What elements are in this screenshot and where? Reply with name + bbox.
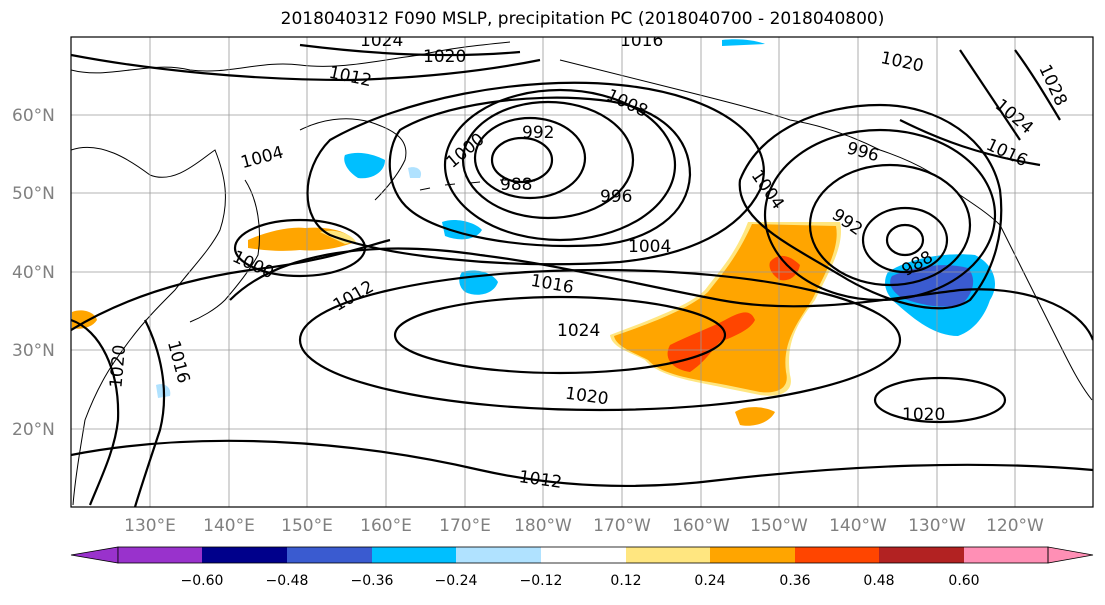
isobar-1004-west [388,96,692,248]
mslp-label: 1020 [106,344,130,389]
isobar-1016 [229,247,1093,341]
isobar-1004-east [738,103,1003,310]
isobar-992-west [473,116,587,200]
lon-label: 140°W [829,516,887,536]
lat-label: 40°N [12,263,55,283]
colorbar-tick-label: −0.48 [266,573,309,589]
mslp-isobars [71,43,1093,507]
mslp-label: 1004 [628,237,671,257]
lon-label: 170°E [439,516,491,536]
longitude-labels: 130°E 140°E 150°E 160°E 170°E 180°W 170°… [124,516,1044,536]
isobar-988-west [490,136,554,184]
colorbar-tick-label: 0.48 [863,573,894,589]
coast-northamerica [999,224,1093,401]
colorbar-segment [541,547,626,563]
isobar-1028-ne [1014,49,1061,121]
lon-label: 130°E [124,516,176,536]
map-title: 2018040312 F090 MSLP, precipitation PC (… [280,9,885,29]
lat-label: 30°N [12,341,55,361]
colorbar-segment [372,547,456,563]
precip-blue-kamchatka [344,152,385,179]
isobar-1020-center [298,268,902,412]
lon-label: 160°W [672,516,730,536]
lat-label: 20°N [12,420,55,440]
lon-label: 120°W [986,516,1044,536]
isobar-1016-west [133,319,166,507]
mslp-label: 996 [600,187,632,207]
mslp-label: 1024 [557,321,600,341]
mslp-label: 1020 [423,47,466,67]
lon-label: 130°W [908,516,966,536]
precip-blue-arctic [722,39,765,46]
isobar-1016-ne [899,119,1041,167]
lat-label: 60°N [12,106,55,126]
isobar-japan-high [233,218,367,278]
isobar-1008 [306,81,765,266]
colorbar-outline [117,546,1049,564]
colorbar-tick-label: 0.36 [779,573,810,589]
colorbar-segment [795,547,879,563]
colorbar-tick-label: 0.60 [948,573,979,589]
isobar-996-east [808,163,972,287]
colorbar-segment [202,547,287,563]
lon-label: 140°E [203,516,255,536]
precip-red-core-1 [667,312,755,372]
mslp-label: 1024 [360,31,403,51]
colorbar-tick-label: −0.24 [435,573,478,589]
colorbar-segment [456,547,541,563]
colorbar-segment [879,547,964,563]
mslp-label: 988 [500,175,532,195]
colorbar-segment [964,547,1048,563]
colorbar-tick-label: −0.60 [181,573,224,589]
precip-blue-central-1 [442,219,482,240]
isobar-996-west [461,100,635,220]
precip-blue-alaska [408,167,422,178]
lon-label: 170°W [593,516,651,536]
mslp-label: 1016 [620,31,663,51]
precip-red-core-2 [769,255,800,281]
colorbar-segment [626,547,710,563]
latitude-labels: 60°N 50°N 40°N 30°N 20°N [12,106,55,440]
isobar-1024 [393,295,727,375]
isobar-1024-ne [959,49,1021,141]
isobar-1020-arctic [299,43,521,57]
colorbar: −0.60 −0.48 −0.36 −0.24 −0.12 0.12 0.24 … [70,546,1094,589]
lon-label: 150°E [281,516,333,536]
mslp-label: 1020 [902,405,945,425]
isobar-1020-west [71,318,120,506]
lat-label: 50°N [12,184,55,204]
colorbar-right-extension [1047,546,1094,564]
colorbar-segment [118,547,202,563]
colorbar-left-extension [70,546,119,564]
mslp-label: 992 [522,123,554,143]
lon-label: 180°W [514,516,572,536]
isobar-1020-east-high [873,376,1007,424]
colorbar-tick-label: 0.12 [610,573,641,589]
isobar-992-east [861,206,949,274]
colorbar-segment [287,547,372,563]
isobar-1012-arctic [71,53,541,82]
colorbar-tick-label: 0.24 [694,573,725,589]
isobar-1012-north [71,238,391,331]
coast-japan [189,179,260,323]
colorbar-segment [710,547,795,563]
lon-label: 160°E [360,516,412,536]
map-frame [70,36,1094,508]
colorbar-tick-label: −0.12 [520,573,563,589]
coast-asia-east [71,146,226,506]
isobar-1000-west [443,88,677,242]
precip-hawaii-patch [735,407,775,426]
colorbar-tick-label: −0.36 [351,573,394,589]
isobar-988-east [885,223,925,257]
mslp-label: 1020 [1092,310,1105,330]
isobar-1012-south [71,439,1093,488]
lon-label: 150°W [750,516,808,536]
